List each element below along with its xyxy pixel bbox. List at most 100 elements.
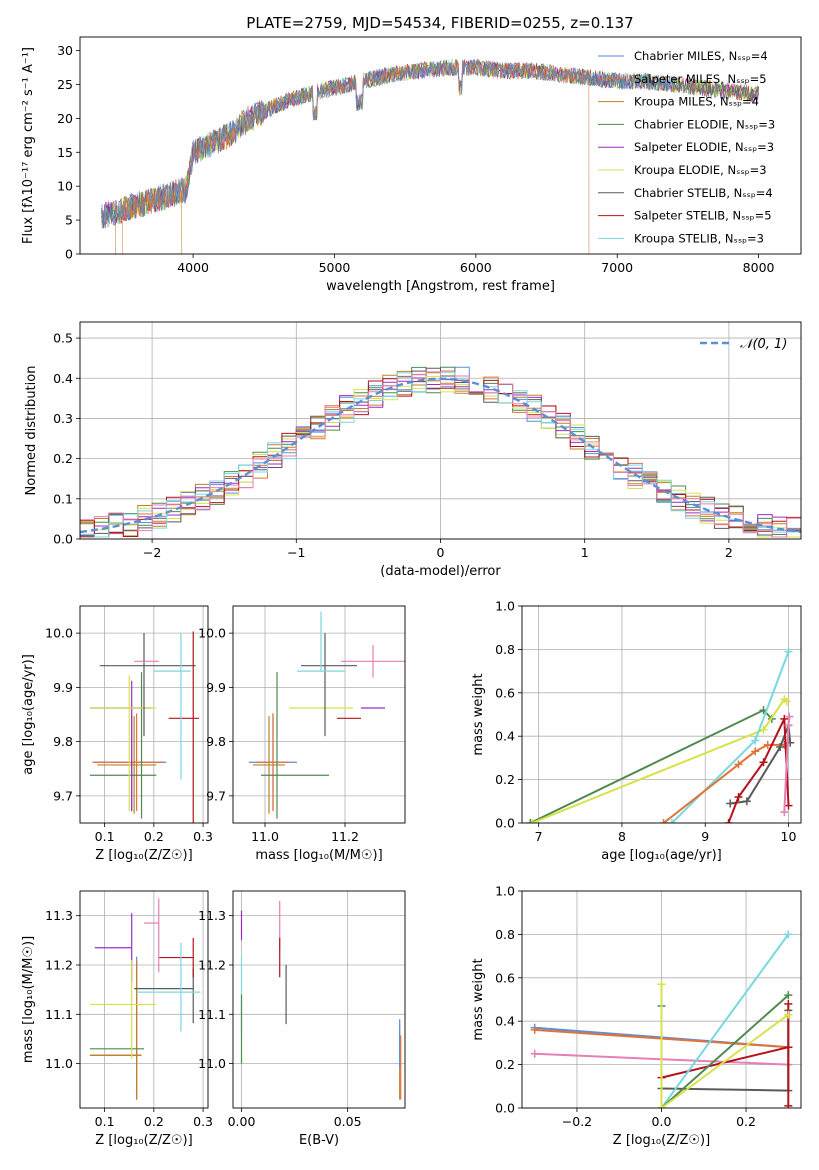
- weight-marker: [776, 743, 785, 752]
- axes-frame: [232, 605, 406, 824]
- plot-area: [240, 900, 402, 1100]
- plot-area: [249, 611, 405, 819]
- y-tick-label: 15: [57, 145, 73, 160]
- axes-frame: [79, 36, 802, 255]
- legend-entry: Kroupa MILES, Nₛₛₚ=4: [634, 95, 759, 109]
- y-tick-label: 11.2: [45, 957, 73, 972]
- x-tick-label: −0.2: [562, 1114, 592, 1129]
- x-tick-label: 2: [725, 545, 733, 560]
- weight-vs-age-panel: 7 8 9 10 0.0 0.2 0.4 0.6 0.8 1.0 age [log₁₀(age/yr…: [471, 599, 802, 863]
- weight-line-kroupa-elodie: [660, 984, 789, 1108]
- x-tick-label: 6000: [460, 260, 492, 275]
- y-tick-label: 0.5: [53, 331, 73, 346]
- y-tick-label: 11.3: [45, 908, 73, 923]
- y-tick-label: 11.0: [198, 1056, 226, 1071]
- x-tick-label: 4000: [177, 260, 209, 275]
- weight-line-kroupa-stelib: [671, 651, 790, 823]
- weight-marker: [782, 697, 791, 706]
- x-tick-label: 8000: [743, 260, 775, 275]
- weight-marker: [657, 1104, 666, 1108]
- weight-marker: [751, 747, 760, 756]
- plot-area: [100, 58, 759, 254]
- y-tick-label: 11.2: [198, 957, 226, 972]
- y-tick-label: 1.0: [495, 599, 515, 614]
- y-tick-label: 0.2: [53, 451, 73, 466]
- normal-curve: [80, 377, 801, 534]
- x-tick-label: 7: [535, 829, 543, 844]
- x-tick-label: 0.00: [228, 1114, 256, 1129]
- legend-entry: Kroupa STELIB, Nₛₛₚ=3: [634, 231, 764, 245]
- age-vs-metallicity-panel: 0.1 0.2 0.3 9.7 9.8 9.9 10.0 Z [log₁₀(Z/Z☉)] age…: [21, 605, 213, 863]
- y-axis-label: age [log₁₀(age/yr)]: [21, 654, 36, 775]
- weight-marker: [784, 647, 793, 656]
- y-tick-label: 9.8: [53, 734, 73, 749]
- x-axis-label: age [log₁₀(age/yr)]: [601, 848, 722, 863]
- x-tick-label: 0.2: [144, 829, 164, 844]
- y-tick-label: 0.2: [495, 1057, 515, 1072]
- weight-marker: [784, 801, 793, 810]
- y-tick-label: 0.6: [495, 685, 515, 700]
- weight-marker: [734, 792, 743, 801]
- legend-entry: Salpeter STELIB, Nₛₛₚ=5: [634, 209, 772, 223]
- histogram-steps: [80, 371, 801, 539]
- weight-marker: [724, 819, 733, 823]
- weight-marker: [726, 799, 735, 808]
- y-tick-label: 10.0: [198, 626, 226, 641]
- y-tick-label: 9.8: [206, 734, 226, 749]
- weight-marker: [667, 819, 676, 823]
- x-tick-label: 0: [437, 545, 445, 560]
- y-tick-label: 0.0: [495, 1101, 515, 1116]
- weight-marker: [780, 714, 789, 723]
- axes-frame: [79, 321, 802, 540]
- x-axis-label: Z [log₁₀(Z/Z☉)]: [95, 848, 192, 863]
- plot-area: [80, 366, 801, 539]
- weight-marker: [526, 819, 535, 823]
- axes-frame: [521, 605, 802, 824]
- weight-marker: [759, 758, 768, 767]
- y-axis-label: Normed distribution: [24, 366, 39, 496]
- y-tick-label: 9.7: [53, 788, 73, 803]
- y-tick-label: 0: [65, 247, 73, 262]
- x-axis-label: (data-model)/error: [380, 564, 501, 579]
- y-axis-label: Flux [fλ10⁻¹⁷ erg cm⁻² s⁻¹ A⁻¹]: [21, 47, 36, 244]
- y-tick-label: 10.0: [45, 626, 73, 641]
- axes-frame: [79, 890, 209, 1109]
- axes-frame: [232, 890, 406, 1109]
- x-tick-label: 8: [618, 829, 626, 844]
- y-axis-label: mass [log₁₀(M/M☉)]: [21, 936, 36, 1063]
- x-tick-label: 0.0: [652, 1114, 672, 1129]
- x-tick-label: 7000: [601, 260, 633, 275]
- mass-vs-ebv-panel: 0.00 0.05 11.0 11.1 11.2 11.3 E(B-V): [198, 890, 406, 1148]
- y-tick-label: 10: [57, 179, 73, 194]
- y-tick-label: 0.4: [495, 729, 515, 744]
- y-tick-label: 0.3: [53, 411, 73, 426]
- plot-area: [526, 647, 795, 823]
- y-tick-label: 0.6: [495, 970, 515, 985]
- x-tick-label: 0.1: [95, 829, 115, 844]
- weight-vs-metallicity-panel: −0.2 0.0 0.2 0.0 0.2 0.4 0.6 0.8 1.0 Z [log₁₀(Z/Z…: [471, 884, 802, 1148]
- x-tick-label: 0.2: [144, 1114, 164, 1129]
- weight-line-kroupa-elodie: [531, 697, 788, 823]
- weight-marker: [784, 721, 793, 730]
- weight-marker: [659, 819, 668, 823]
- x-tick-label: 5000: [319, 260, 351, 275]
- y-tick-label: 0.0: [53, 532, 73, 547]
- axes-frame: [79, 605, 209, 824]
- weight-marker: [763, 740, 772, 749]
- weight-marker: [751, 736, 760, 745]
- weight-line-kroupa-stelib: [660, 933, 790, 1108]
- y-tick-label: 11.0: [45, 1056, 73, 1071]
- y-tick-label: 9.9: [206, 680, 226, 695]
- axes-frame: [521, 890, 802, 1109]
- y-tick-label: 1.0: [495, 884, 515, 899]
- weight-marker: [780, 808, 789, 817]
- weight-marker: [657, 980, 666, 989]
- y-tick-label: 11.1: [198, 1007, 226, 1022]
- y-tick-label: 30: [57, 43, 73, 58]
- figure-title: PLATE=2759, MJD=54534, FIBERID=0255, z=0…: [246, 14, 633, 32]
- x-tick-label: 0.2: [736, 1114, 756, 1129]
- weight-marker: [784, 930, 793, 939]
- x-tick-label: 0.3: [193, 1114, 213, 1129]
- plot-area: [530, 930, 793, 1108]
